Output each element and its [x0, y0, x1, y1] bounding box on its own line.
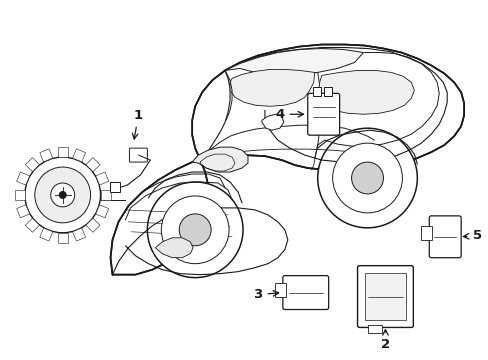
FancyBboxPatch shape [428, 216, 460, 258]
Polygon shape [72, 228, 85, 241]
Text: 2: 2 [380, 330, 389, 351]
Bar [367, 325, 382, 333]
Polygon shape [96, 205, 108, 218]
Text: 5: 5 [463, 229, 481, 242]
Circle shape [59, 191, 66, 199]
Polygon shape [229, 69, 314, 106]
Polygon shape [58, 233, 67, 243]
FancyBboxPatch shape [357, 266, 412, 328]
Text: 1: 1 [132, 109, 142, 139]
Circle shape [332, 143, 402, 213]
Polygon shape [86, 218, 100, 232]
Text: 3: 3 [253, 288, 278, 301]
Bar [364, 273, 406, 320]
Polygon shape [15, 190, 25, 200]
Circle shape [179, 214, 211, 246]
Polygon shape [155, 238, 193, 258]
FancyBboxPatch shape [282, 276, 328, 310]
FancyBboxPatch shape [129, 148, 147, 162]
Polygon shape [17, 172, 30, 185]
Polygon shape [72, 149, 85, 162]
Polygon shape [25, 158, 40, 172]
Circle shape [147, 182, 243, 278]
Circle shape [317, 128, 416, 228]
FancyBboxPatch shape [307, 93, 339, 135]
Polygon shape [58, 147, 67, 157]
Polygon shape [262, 114, 283, 130]
Circle shape [51, 183, 75, 207]
Polygon shape [40, 228, 53, 241]
Polygon shape [25, 218, 40, 232]
Circle shape [161, 196, 228, 264]
Polygon shape [109, 182, 120, 192]
Polygon shape [110, 45, 463, 275]
Polygon shape [17, 205, 30, 218]
Text: 4: 4 [275, 108, 303, 121]
Bar [323, 87, 331, 96]
Bar [312, 87, 320, 96]
Bar [421, 226, 431, 240]
Polygon shape [192, 147, 247, 172]
Polygon shape [224, 49, 363, 75]
Polygon shape [86, 158, 100, 172]
Polygon shape [40, 149, 53, 162]
Bar [274, 283, 285, 297]
Polygon shape [318, 71, 413, 114]
Circle shape [351, 162, 383, 194]
Circle shape [35, 167, 90, 223]
Circle shape [25, 157, 101, 233]
Polygon shape [96, 172, 108, 185]
Polygon shape [101, 190, 110, 200]
